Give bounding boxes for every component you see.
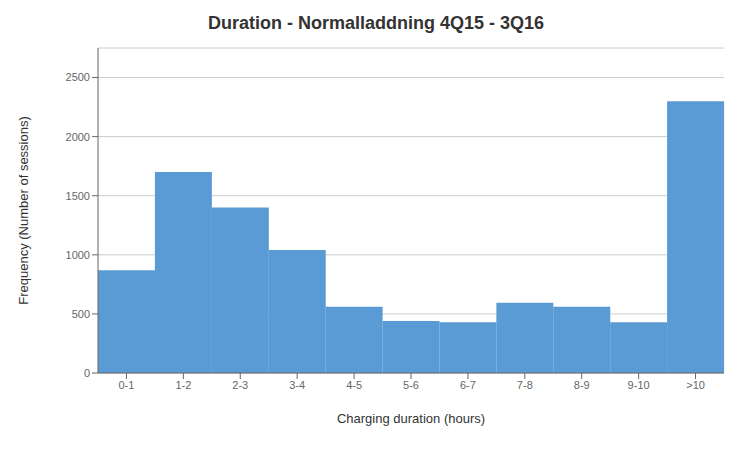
svg-text:6-7: 6-7: [460, 379, 476, 391]
svg-text:Frequency (Number of sessions): Frequency (Number of sessions): [16, 116, 31, 305]
svg-text:0: 0: [84, 367, 90, 379]
svg-text:1-2: 1-2: [175, 379, 191, 391]
html-text:Duration - Normalladdning 4Q15: Duration - Normalladdning 4Q15 - 3Q16: [208, 13, 544, 33]
svg-text:2-3: 2-3: [232, 379, 248, 391]
svg-text:7-8: 7-8: [517, 379, 533, 391]
svg-text:2500: 2500: [66, 71, 90, 83]
svg-text:3-4: 3-4: [289, 379, 305, 391]
svg-text:Charging duration (hours): Charging duration (hours): [337, 411, 485, 426]
svg-text:4-5: 4-5: [346, 379, 362, 391]
svg-text:8-9: 8-9: [574, 379, 590, 391]
svg-text:0-1: 0-1: [119, 379, 135, 391]
svg-text:>10: >10: [686, 379, 705, 391]
svg-text:1500: 1500: [66, 190, 90, 202]
svg-text:5-6: 5-6: [403, 379, 419, 391]
svg-text:1000: 1000: [66, 249, 90, 261]
svg-text:9-10: 9-10: [628, 379, 650, 391]
svg-text:500: 500: [72, 308, 90, 320]
svg-text:2000: 2000: [66, 131, 90, 143]
